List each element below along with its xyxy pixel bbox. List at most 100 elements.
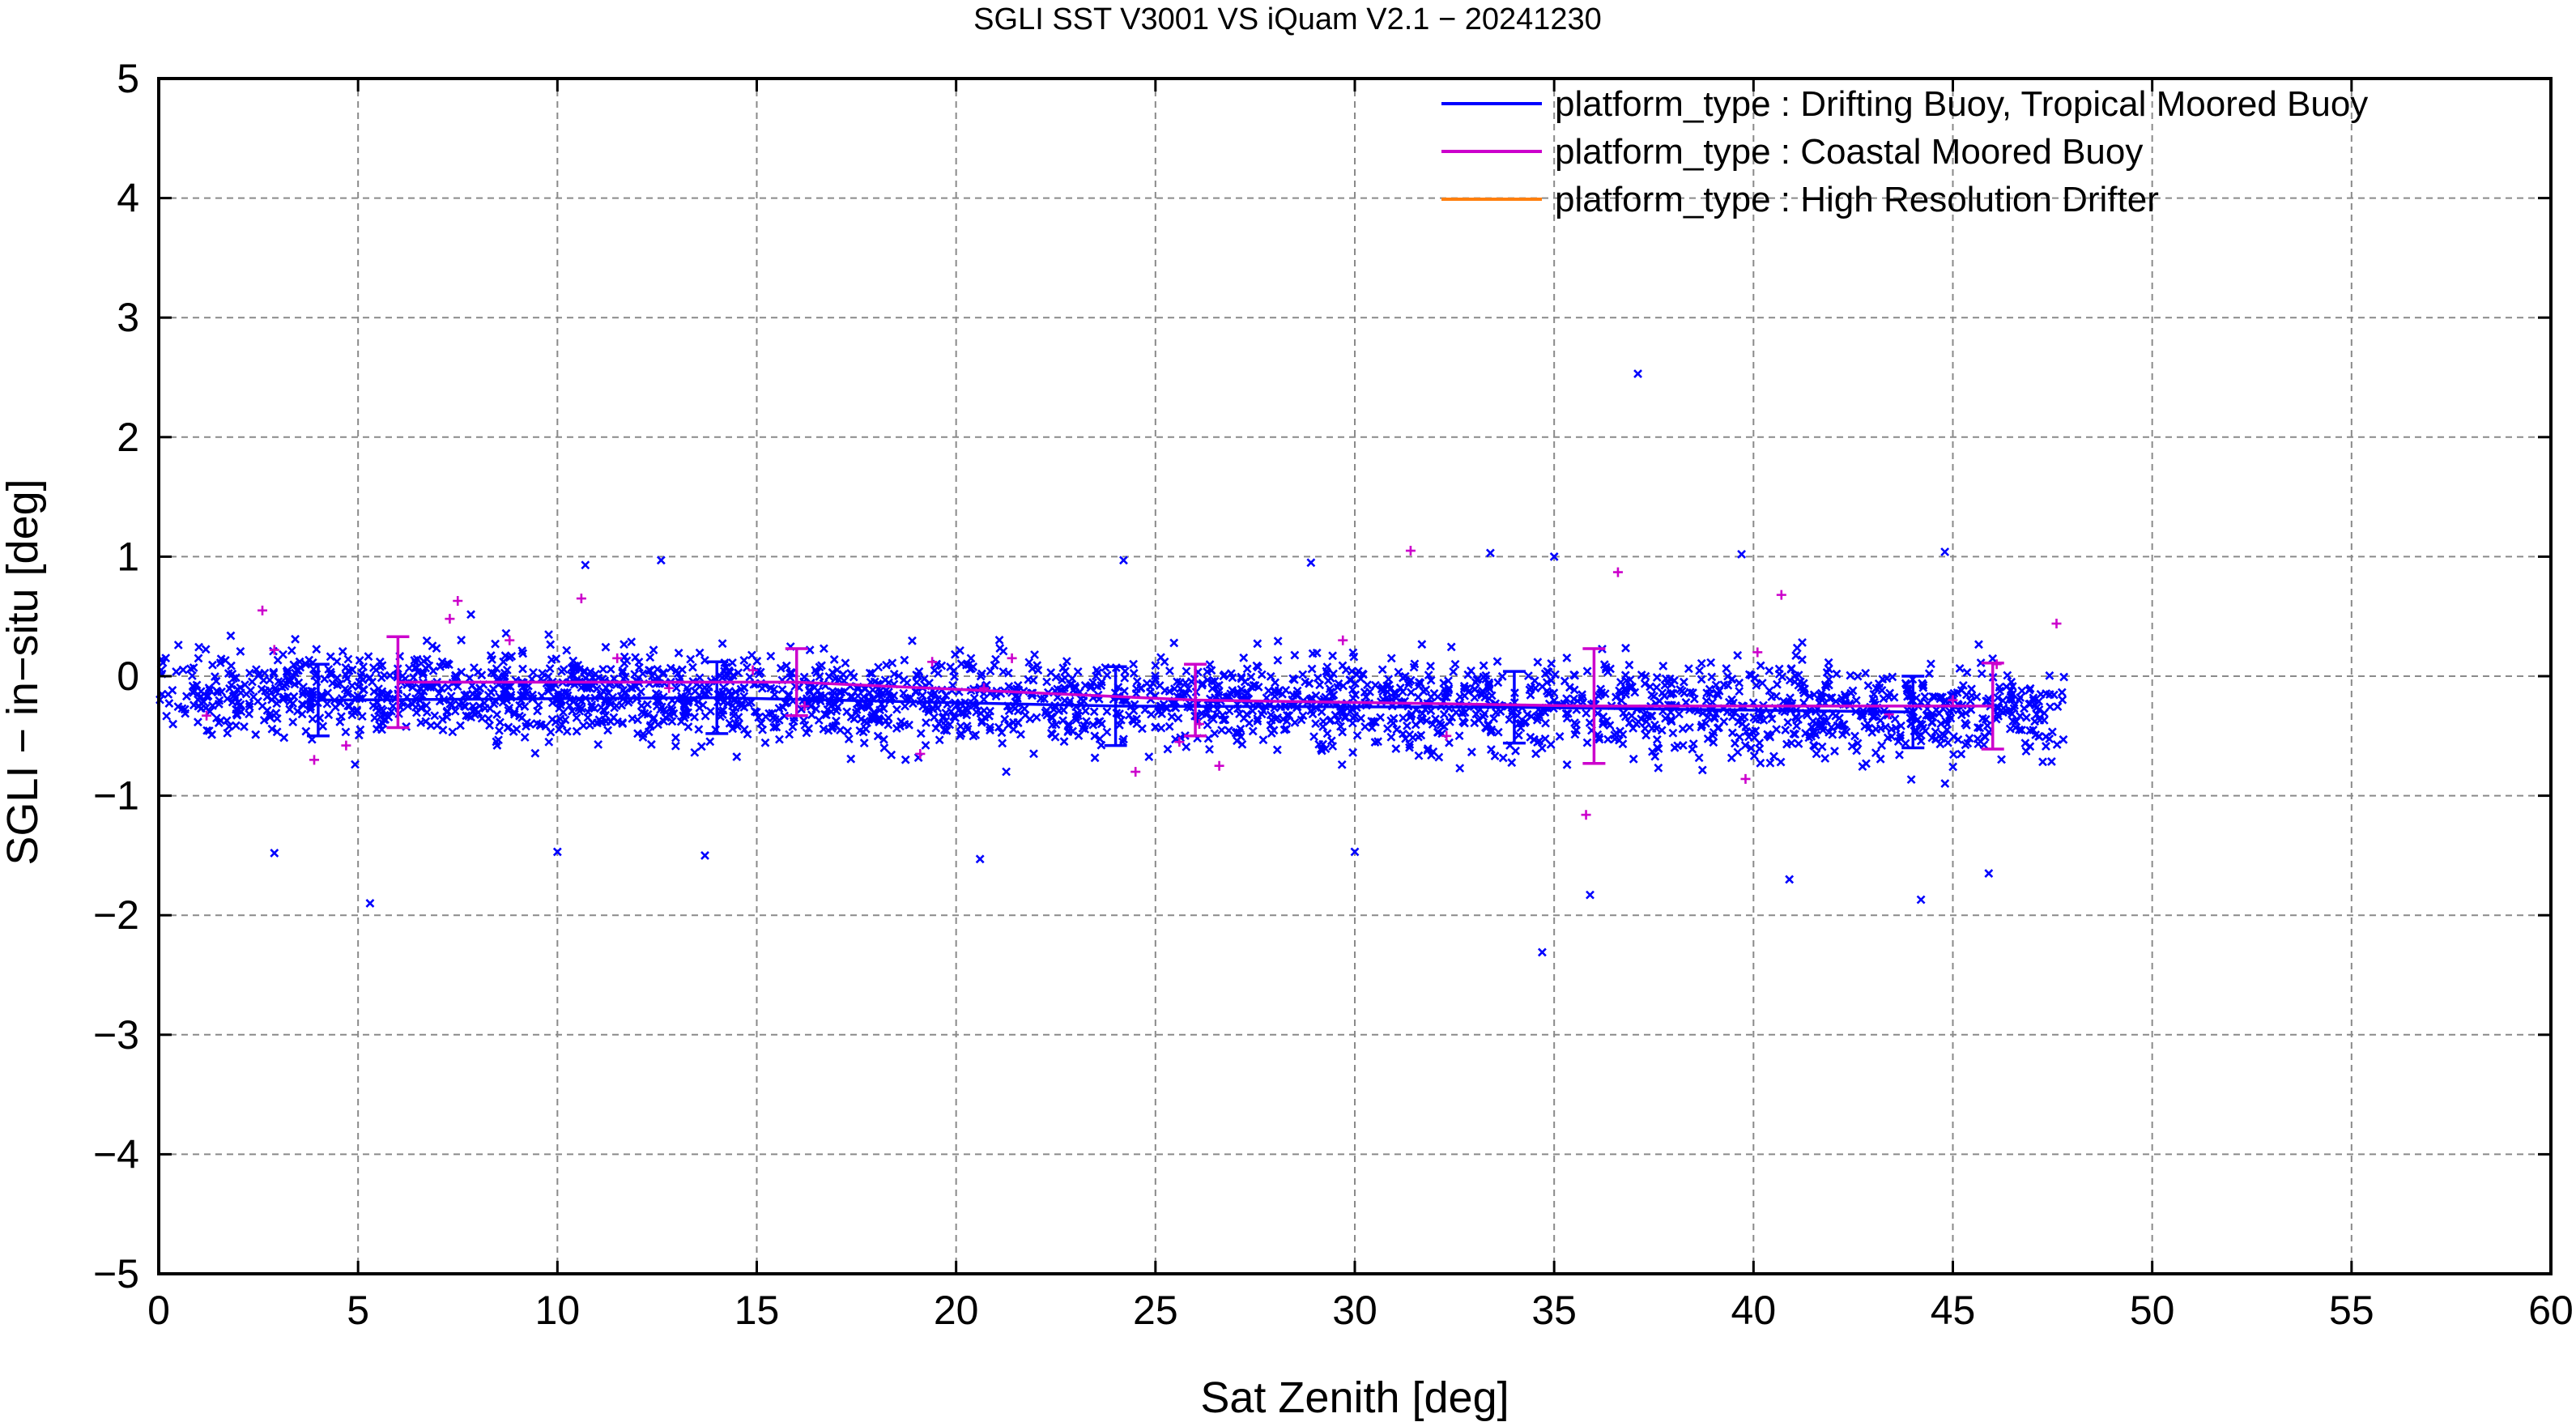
data-point — [2045, 690, 2054, 699]
data-point — [1003, 668, 1013, 678]
data-point — [419, 657, 428, 666]
data-point — [1830, 747, 1839, 756]
data-point — [1688, 744, 1697, 754]
data-point — [567, 671, 576, 680]
data-point — [696, 742, 706, 751]
data-point — [265, 713, 275, 722]
data-point — [1940, 547, 1950, 556]
data-point — [1016, 730, 1025, 739]
data-point — [572, 726, 581, 736]
data-point — [601, 642, 611, 652]
data-point — [844, 734, 854, 743]
data-point — [1253, 639, 1262, 649]
data-point — [921, 740, 930, 750]
data-point — [2021, 713, 2031, 722]
data-point — [1059, 737, 1069, 747]
data-point — [194, 695, 202, 705]
data-point — [1612, 728, 1621, 738]
data-point — [1824, 658, 1833, 667]
data-point — [643, 700, 652, 709]
data-point — [1685, 688, 1695, 697]
data-point — [1846, 688, 1856, 698]
data-point — [1492, 657, 1502, 666]
data-point — [1305, 679, 1314, 688]
data-point — [515, 700, 525, 710]
mean-error-bars — [306, 635, 2004, 765]
data-point — [372, 724, 381, 734]
data-point — [333, 680, 343, 690]
data-point — [638, 669, 648, 679]
data-point — [1273, 713, 1282, 722]
data-point — [1633, 717, 1643, 726]
data-point — [1365, 687, 1374, 696]
data-point — [1884, 692, 1894, 702]
data-point — [1024, 658, 1034, 667]
data-point — [1170, 684, 1179, 694]
data-point — [1719, 680, 1729, 690]
data-point — [1239, 653, 1249, 662]
data-point — [485, 721, 494, 730]
data-point — [291, 634, 300, 644]
data-point — [409, 673, 419, 682]
data-point — [1253, 714, 1262, 724]
data-point — [1735, 678, 1744, 688]
data-point — [1350, 847, 1360, 857]
data-point — [1151, 675, 1160, 684]
data-point — [1939, 730, 1949, 740]
data-point — [1999, 708, 2008, 717]
x-tick-label: 20 — [934, 1288, 979, 1333]
data-point — [874, 691, 884, 700]
data-point — [1318, 739, 1328, 749]
data-point — [201, 645, 211, 654]
data-point — [1102, 727, 1112, 737]
data-point — [1440, 692, 1450, 702]
data-point — [1752, 680, 1761, 690]
data-point — [1207, 677, 1217, 687]
data-point — [1224, 706, 1234, 716]
data-point — [1628, 682, 1637, 692]
data-point — [1348, 685, 1357, 695]
data-point — [747, 697, 756, 707]
data-point — [1132, 719, 1142, 729]
data-point — [757, 683, 767, 693]
data-point — [283, 669, 292, 679]
data-point — [1297, 715, 1306, 725]
data-point — [766, 683, 776, 693]
x-tick-label: 10 — [535, 1288, 581, 1333]
data-point — [515, 711, 524, 721]
data-point — [821, 710, 831, 720]
data-point — [324, 710, 334, 720]
data-point — [601, 717, 611, 726]
data-point — [781, 698, 790, 708]
data-point — [1916, 697, 1926, 707]
data-point — [1124, 710, 1134, 720]
data-point — [1071, 715, 1081, 725]
data-point — [347, 705, 357, 715]
data-point — [1540, 734, 1550, 743]
data-point — [908, 636, 917, 645]
data-point — [457, 636, 466, 645]
data-point — [2007, 691, 2016, 700]
data-point — [1450, 659, 1460, 669]
data-point — [1786, 693, 1795, 703]
data-point — [1407, 688, 1416, 697]
data-point — [212, 713, 221, 723]
data-point — [747, 650, 756, 660]
data-point — [896, 717, 906, 726]
data-point — [529, 667, 538, 677]
data-point — [1144, 752, 1154, 761]
data-point — [2016, 693, 2025, 702]
data-point — [201, 703, 211, 713]
data-point — [381, 715, 390, 724]
data-point — [1329, 690, 1339, 700]
data-point — [2008, 709, 2016, 719]
data-point — [223, 728, 232, 738]
data-point — [1079, 721, 1089, 730]
y-tick-label: 4 — [117, 176, 139, 221]
data-point — [991, 654, 1000, 664]
data-point — [236, 688, 245, 698]
data-point — [1652, 673, 1662, 682]
data-point — [2015, 725, 2024, 734]
data-point — [1569, 670, 1579, 679]
data-point — [1439, 709, 1449, 719]
